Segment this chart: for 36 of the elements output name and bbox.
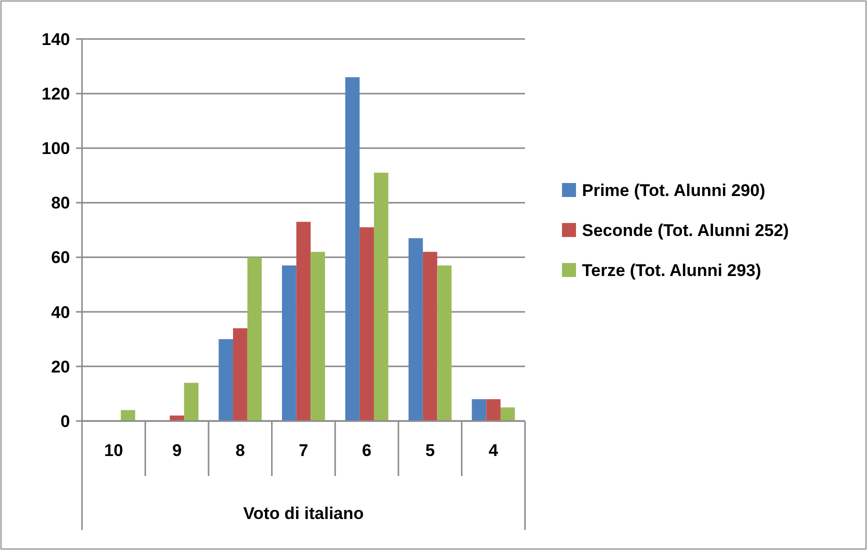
- x-tick-label: 8: [235, 440, 245, 460]
- bar: [184, 382, 198, 421]
- bar: [486, 399, 501, 421]
- x-tick-label: 9: [172, 440, 182, 460]
- bar: [120, 410, 136, 421]
- bar: [282, 265, 296, 421]
- bar: [310, 252, 326, 421]
- y-tick-label: 40: [51, 302, 70, 322]
- bar: [296, 222, 311, 421]
- bar: [218, 339, 234, 421]
- legend-label: Prime (Tot. Alunni 290): [582, 180, 766, 200]
- y-tick-label: 0: [60, 412, 70, 431]
- bar: [408, 238, 423, 421]
- bar: [247, 257, 262, 421]
- y-tick-label: 100: [42, 139, 70, 158]
- y-tick-label: 60: [51, 248, 70, 268]
- bar: [360, 227, 374, 421]
- legend-label: Seconde (Tot. Alunni 252): [582, 220, 789, 240]
- bar: [500, 407, 515, 421]
- y-tick-label: 140: [42, 30, 70, 49]
- bar: [437, 265, 452, 421]
- bar: [422, 252, 438, 421]
- bar: [374, 172, 388, 421]
- bar: [345, 77, 360, 421]
- bar: [233, 328, 248, 421]
- y-tick-label: 120: [42, 84, 70, 104]
- x-axis-title: Voto di italiano: [243, 504, 364, 523]
- x-tick-label: 10: [104, 440, 124, 460]
- bar: [472, 399, 486, 421]
- x-tick-label: 4: [488, 440, 499, 460]
- x-tick-label: 6: [362, 440, 372, 460]
- y-tick-label: 80: [51, 194, 70, 213]
- y-tick-label: 20: [51, 357, 70, 376]
- x-tick-label: 7: [298, 440, 308, 460]
- legend-label: Terze (Tot. Alunni 293): [582, 260, 762, 280]
- x-tick-label: 5: [425, 440, 435, 460]
